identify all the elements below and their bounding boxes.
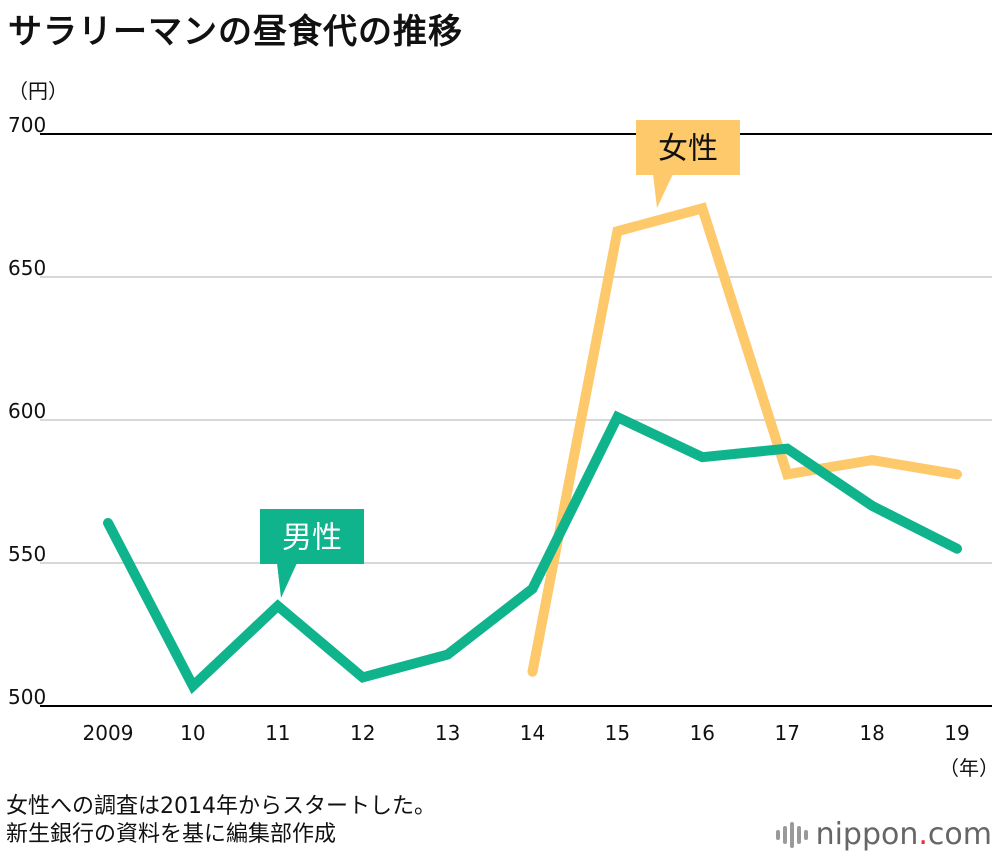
survey-note: 女性への調査は2014年からスタートした。 [6, 794, 436, 819]
x-tick-label: 12 [350, 721, 375, 745]
x-tick-label: 15 [605, 721, 630, 745]
x-tick-label: 11 [265, 721, 290, 745]
logo-suffix: com [927, 817, 992, 852]
male-series-line [103, 410, 962, 695]
x-tick-label: 18 [859, 721, 884, 745]
chart-title: サラリーマンの昼食代の推移 [8, 12, 463, 52]
female-label-text: 女性 [658, 132, 718, 167]
male-label-box [260, 509, 364, 564]
x-tick-label: 13 [435, 721, 460, 745]
y-tick-label: 550 [8, 542, 46, 566]
x-tick-label: 2009 [83, 721, 134, 745]
x-tick-label: 16 [690, 721, 715, 745]
nippon-logo: nippon. com [775, 817, 992, 852]
female-label-box [636, 120, 740, 175]
y-tick-label: 700 [8, 113, 46, 137]
female-series-line [527, 202, 962, 677]
logo-dot: . [918, 817, 928, 852]
x-tick-label: 14 [520, 721, 545, 745]
y-axis-unit-label: （円） [8, 79, 68, 103]
y-tick-label: 500 [8, 685, 46, 709]
logo-name: nippon [815, 817, 919, 852]
female-label-pointer [653, 174, 673, 208]
x-tick-label: 19 [944, 721, 969, 745]
x-tick-label: 17 [774, 721, 799, 745]
male-label-text: 男性 [282, 521, 342, 556]
y-tick-label: 650 [8, 256, 46, 280]
male-label-pointer [277, 563, 297, 598]
source-note: 新生銀行の資料を基に編集部作成 [6, 822, 337, 847]
x-axis-unit-label: （年） [939, 756, 999, 780]
x-tick-label: 10 [180, 721, 205, 745]
y-tick-label: 600 [8, 399, 46, 423]
logo-bars-icon [775, 821, 808, 848]
